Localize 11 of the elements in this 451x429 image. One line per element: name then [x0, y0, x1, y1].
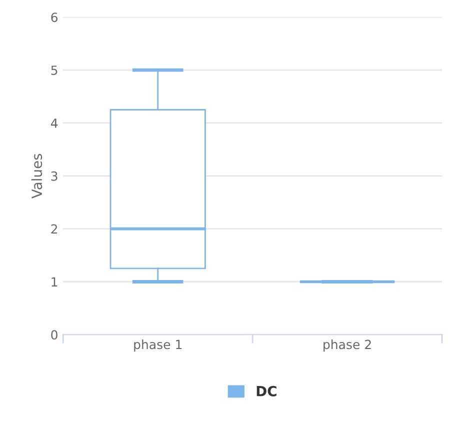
x-tick-label: phase 2: [324, 339, 371, 352]
y-tick-label: 1: [52, 277, 58, 286]
y-tick-label: 0: [51, 330, 58, 340]
y-tick-label: 2: [51, 224, 58, 234]
y-axis-title: Values: [31, 154, 42, 198]
y-tick-label: 3: [51, 171, 58, 181]
x-tick-label: phase 1: [134, 339, 182, 352]
y-tick-label: 6: [51, 12, 58, 22]
y-tick-label: 5: [51, 66, 58, 75]
y-tick-label: 4: [50, 118, 58, 128]
legend-label: DC: [256, 386, 276, 396]
